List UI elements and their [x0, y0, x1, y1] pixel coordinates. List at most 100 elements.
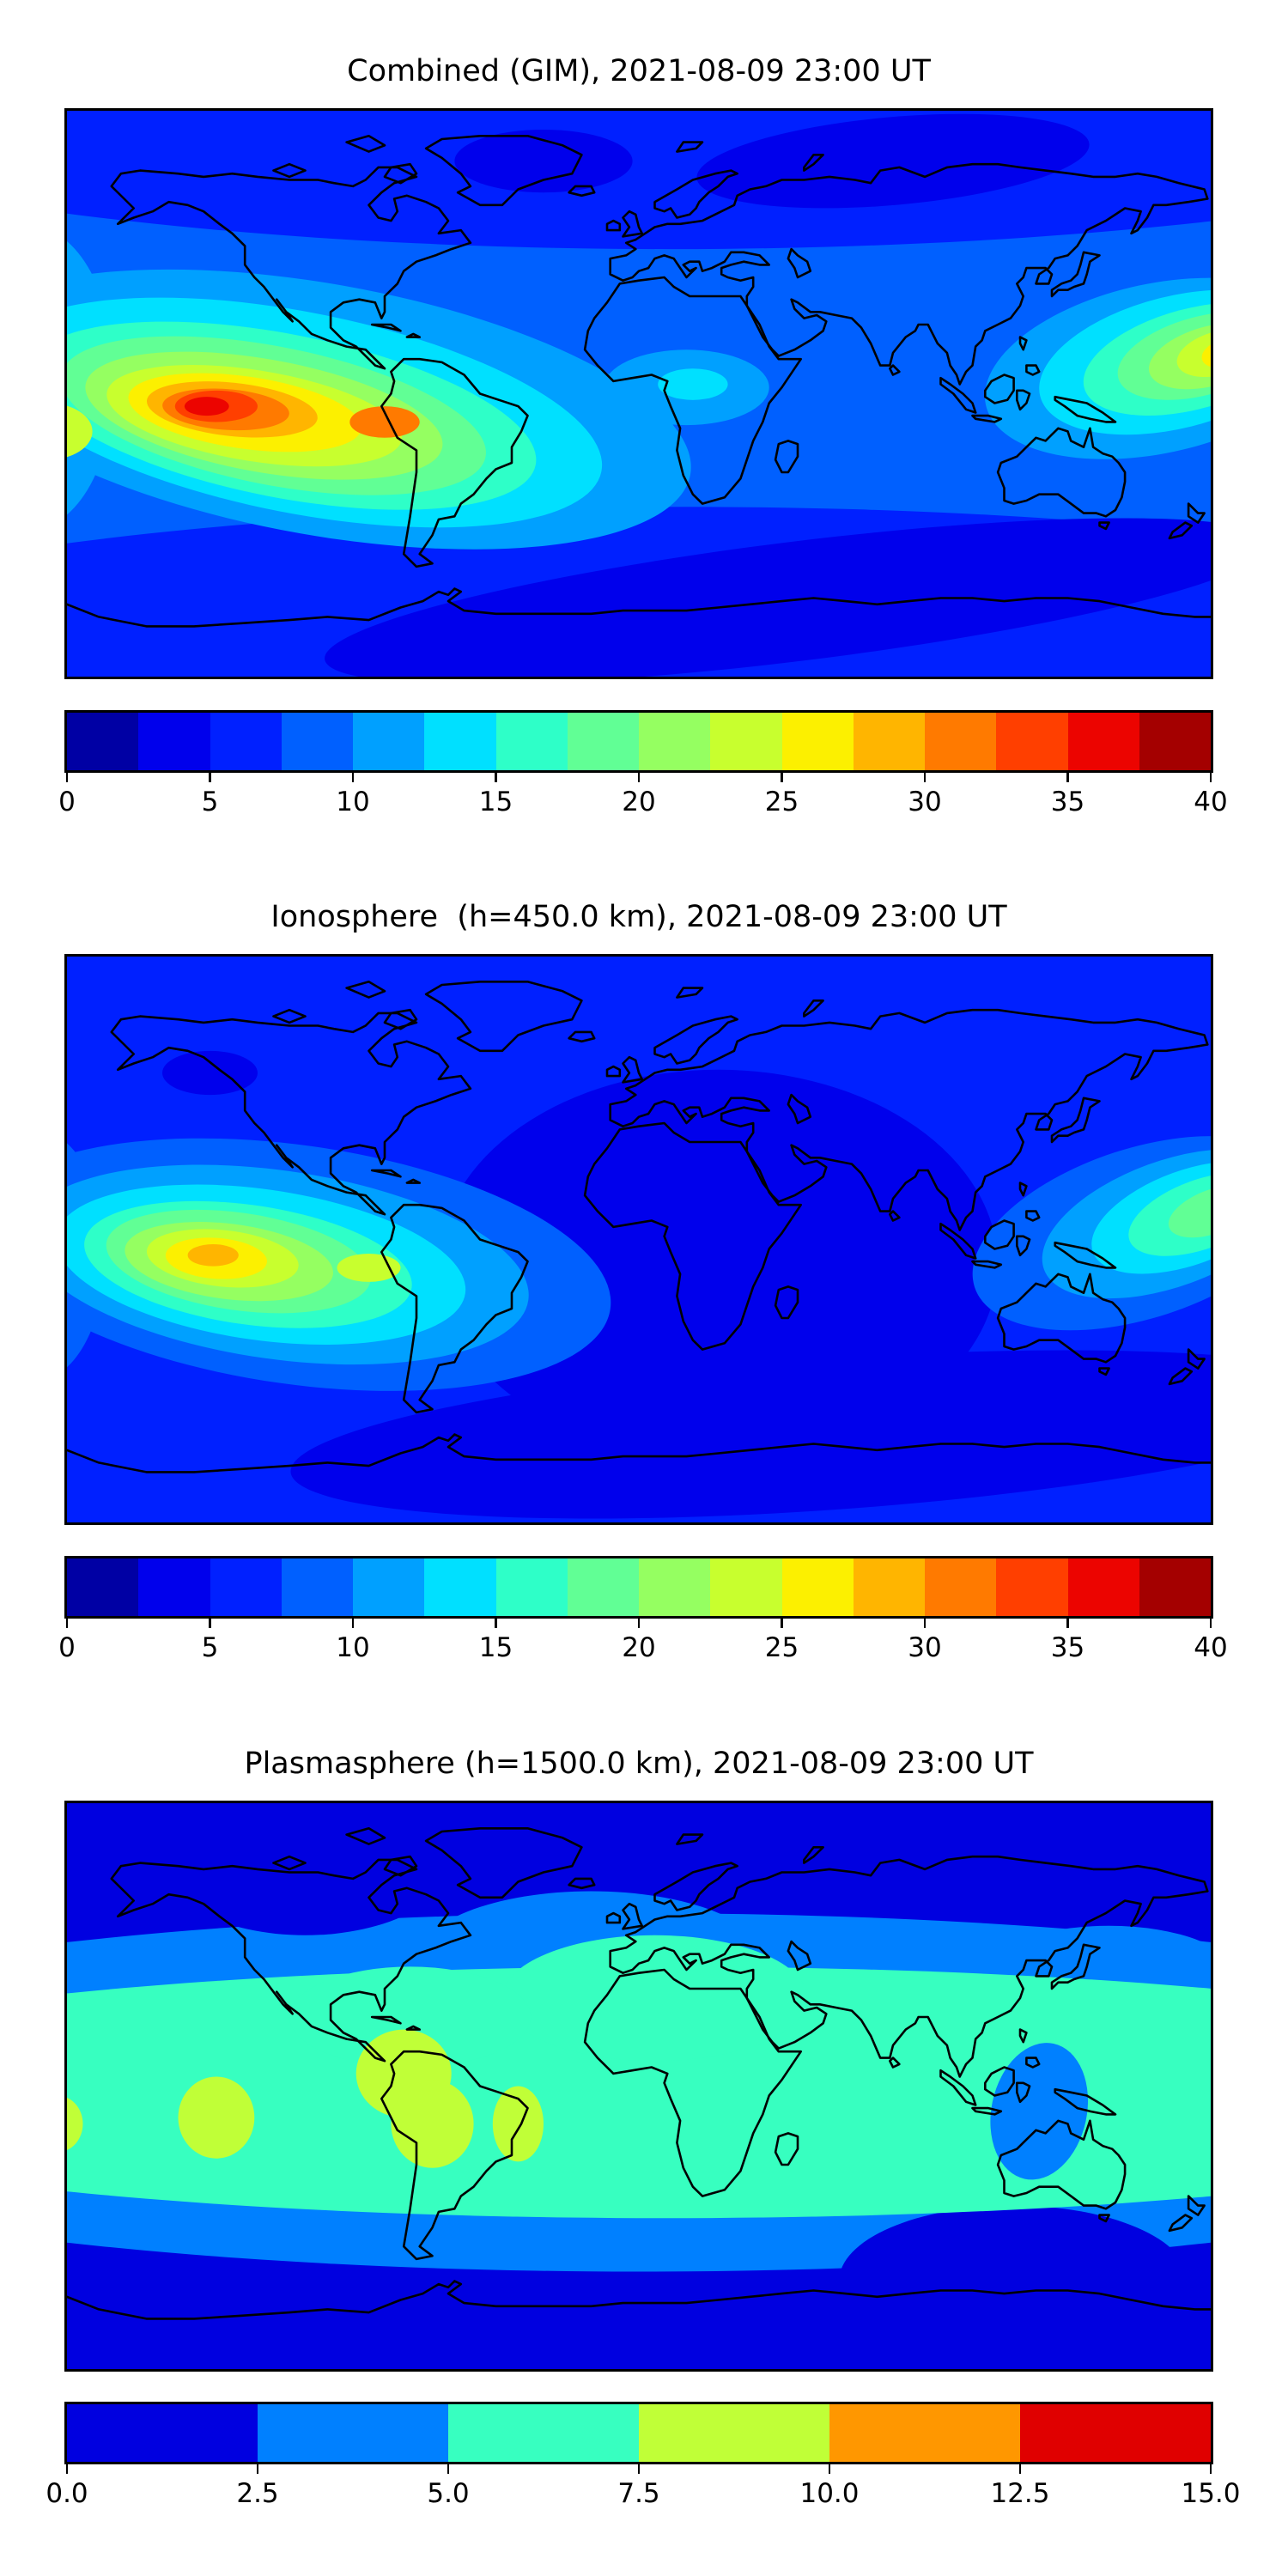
colorbar-segment: [781, 1558, 854, 1616]
colorbar-segment: [1020, 2404, 1211, 2462]
colorbar-tick: [1066, 1619, 1069, 1628]
colorbar-segment: [925, 713, 997, 770]
colorbar-segment: [996, 713, 1068, 770]
colorbar-tick-label: 35: [1050, 787, 1085, 817]
colorbar-gradient: [67, 713, 1211, 770]
coastlines: [67, 1827, 1211, 2320]
colorbar-tick-label: 30: [908, 1632, 942, 1663]
colorbar-segment: [925, 1558, 997, 1616]
colorbar-segment: [639, 1558, 711, 1616]
colorbar-segment: [448, 2404, 639, 2462]
colorbar-tick-label: 25: [764, 1632, 799, 1663]
colorbar-segment: [424, 713, 496, 770]
colorbar-tick: [1209, 1619, 1212, 1628]
colorbar-segment: [853, 1558, 925, 1616]
colorbar-segment: [424, 1558, 496, 1616]
colorbar-segment: [1139, 713, 1211, 770]
panel-title-plasmasphere: Plasmasphere (h=1500.0 km), 2021-08-09 2…: [244, 1747, 1034, 1781]
colorbar-tick-label: 15.0: [1181, 2478, 1241, 2509]
colorbar-tick-label: 40: [1194, 1632, 1228, 1663]
colorbar-tick: [65, 773, 69, 782]
colorbar-tick-label: 2.5: [236, 2478, 279, 2509]
colorbar-tick: [781, 773, 783, 782]
colorbar-tick-label: 5.0: [427, 2478, 470, 2509]
tec-field-contours: [67, 111, 1211, 677]
colorbar-tick: [1209, 773, 1212, 782]
colorbar-tick-label: 25: [764, 787, 799, 817]
colorbar-plasmasphere: [64, 2402, 1213, 2464]
colorbar-segment: [138, 1558, 210, 1616]
colorbar-tick: [65, 2464, 69, 2474]
colorbar-segment: [567, 713, 639, 770]
colorbar-segment: [996, 1558, 1068, 1616]
world-map-svg: [67, 111, 1211, 677]
colorbar-tick: [637, 2464, 641, 2474]
colorbar-tick-label: 10: [336, 1632, 370, 1663]
colorbar-tick: [923, 773, 927, 782]
colorbar-tick-label: 5: [201, 1632, 219, 1663]
coastlines: [67, 135, 1211, 628]
colorbar-tick-label: 10: [336, 787, 370, 817]
colorbar-segment: [495, 1558, 568, 1616]
colorbar-segment: [353, 713, 425, 770]
panel-title-combined: Combined (GIM), 2021-08-09 23:00 UT: [347, 54, 931, 88]
colorbar-tick: [209, 773, 211, 782]
colorbar-tick: [65, 1619, 69, 1628]
colorbar-tick-label: 20: [622, 787, 656, 817]
map-ionosphere: [64, 954, 1213, 1525]
colorbar-segment: [210, 713, 282, 770]
colorbar-tick-label: 10.0: [799, 2478, 860, 2509]
colorbar-segment: [210, 1558, 282, 1616]
tec-field-contours: [67, 1803, 1211, 2357]
colorbar-segment: [710, 713, 782, 770]
colorbar-segment: [639, 713, 711, 770]
colorbar-tick-label: 35: [1050, 1632, 1085, 1663]
colorbar-segment: [495, 713, 568, 770]
colorbar-segment: [281, 1558, 353, 1616]
colorbar-segment: [67, 2404, 258, 2462]
colorbar-segment: [853, 713, 925, 770]
colorbar-segment: [281, 713, 353, 770]
colorbar-tick-label: 5: [201, 787, 219, 817]
colorbar-tick-label: 20: [622, 1632, 656, 1663]
colorbar-combined: [64, 710, 1213, 773]
colorbar-tick: [1209, 2464, 1212, 2474]
colorbar-tick: [495, 1619, 497, 1628]
world-map-svg: [67, 1803, 1211, 2369]
map-combined: [64, 108, 1213, 679]
colorbar-tick: [1018, 2464, 1022, 2474]
colorbar-segment: [1139, 1558, 1211, 1616]
tec-field-contours: [67, 1050, 1211, 1519]
colorbar-tick: [209, 1619, 211, 1628]
colorbar-tick-label: 15: [478, 1632, 513, 1663]
colorbar-tick: [828, 2464, 831, 2474]
coastlines: [67, 981, 1211, 1473]
colorbar-tick: [351, 773, 355, 782]
panel-title-ionosphere: Ionosphere (h=450.0 km), 2021-08-09 23:0…: [270, 900, 1007, 934]
colorbar-tick: [923, 1619, 927, 1628]
colorbar-tick: [495, 773, 497, 782]
map-plasmasphere: [64, 1801, 1213, 2372]
colorbar-tick: [351, 1619, 355, 1628]
colorbar-tick-label: 0: [58, 787, 76, 817]
colorbar-tick-label: 0.0: [46, 2478, 88, 2509]
colorbar-segment: [781, 713, 854, 770]
colorbar-tick: [1066, 773, 1069, 782]
colorbar-ionosphere: [64, 1556, 1213, 1619]
colorbar-segment: [1067, 713, 1139, 770]
colorbar-segment: [639, 2404, 829, 2462]
colorbar-tick-label: 40: [1194, 787, 1228, 817]
colorbar-gradient: [67, 2404, 1211, 2462]
colorbar-tick: [637, 1619, 641, 1628]
colorbar-tick-label: 15: [478, 787, 513, 817]
colorbar-tick-label: 7.5: [617, 2478, 660, 2509]
colorbar-tick-label: 12.5: [990, 2478, 1050, 2509]
colorbar-tick: [781, 1619, 783, 1628]
colorbar-segment: [1067, 1558, 1139, 1616]
colorbar-tick: [637, 773, 641, 782]
colorbar-tick: [256, 2464, 259, 2474]
world-map-svg: [67, 957, 1211, 1522]
colorbar-segment: [353, 1558, 425, 1616]
colorbar-tick: [447, 2464, 450, 2474]
